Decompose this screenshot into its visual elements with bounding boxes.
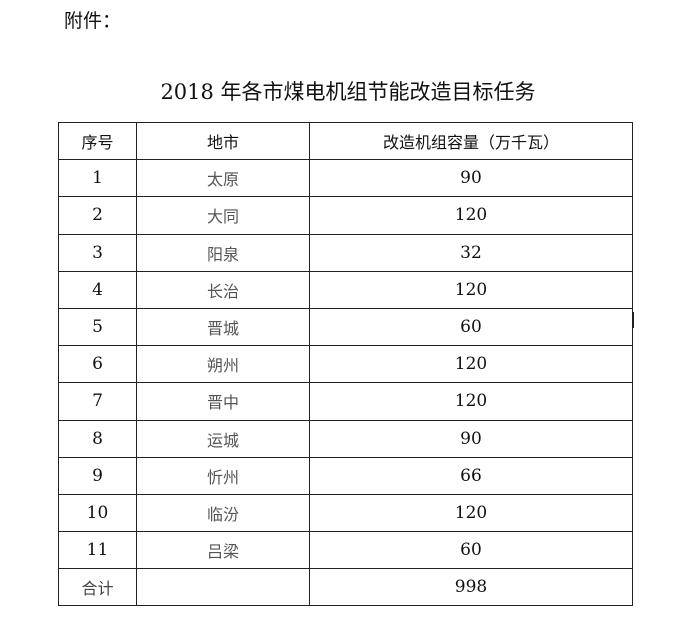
- cell-city: 临汾: [136, 493, 310, 533]
- cell-index: 10: [58, 493, 137, 533]
- table-row: 6 朔州 120: [58, 345, 633, 384]
- cell-index: 2: [58, 196, 137, 235]
- cell-index: 1: [58, 159, 137, 198]
- cell-city: 大同: [136, 196, 310, 235]
- cell-capacity: 60: [309, 307, 633, 347]
- cell-city: 阳泉: [136, 233, 310, 272]
- table-row: 3 阳泉 32: [58, 233, 633, 272]
- cell-index: 11: [58, 531, 137, 570]
- cell-city: 运城: [136, 419, 310, 458]
- cell-index: 6: [58, 345, 137, 384]
- table-row: 8 运城 90: [58, 419, 633, 458]
- cell-city: 晋中: [136, 382, 310, 421]
- header-index: 序号: [58, 121, 137, 161]
- cell-city: 吕梁: [136, 531, 310, 570]
- table-header-row: 序号 地市 改造机组容量（万千瓦）: [58, 121, 633, 161]
- table-row: 2 大同 120: [58, 196, 633, 235]
- cell-capacity: 120: [309, 493, 633, 533]
- table-row: 7 晋中 120: [58, 382, 633, 421]
- table-row: 5 晋城 60: [58, 307, 633, 347]
- cell-capacity: 90: [309, 159, 633, 198]
- cell-capacity: 120: [309, 382, 633, 421]
- cell-city: 太原: [136, 159, 310, 198]
- header-capacity: 改造机组容量（万千瓦）: [309, 121, 633, 161]
- cell-index: 4: [58, 270, 137, 309]
- cell-index: 3: [58, 233, 137, 272]
- total-row: 合计 998: [58, 568, 633, 607]
- header-city: 地市: [136, 121, 310, 161]
- capacity-table: 序号 地市 改造机组容量（万千瓦） 1 太原 90 2 大同 120 3 阳泉 32 4 长治 120…: [58, 121, 633, 607]
- cell-capacity: 90: [309, 419, 633, 458]
- cell-capacity: 60: [309, 531, 633, 570]
- attachment-label: 附件：: [64, 10, 122, 32]
- edge-mark: [632, 312, 634, 328]
- table-row: 10 临汾 120: [58, 493, 633, 533]
- total-empty: [136, 568, 310, 607]
- cell-index: 7: [58, 382, 137, 421]
- cell-city: 朔州: [136, 345, 310, 384]
- cell-index: 5: [58, 307, 137, 347]
- cell-city: 晋城: [136, 307, 310, 347]
- total-label: 合计: [58, 568, 137, 607]
- cell-index: 9: [58, 456, 137, 495]
- cell-capacity: 120: [309, 270, 633, 309]
- total-value: 998: [309, 568, 633, 607]
- table-row: 1 太原 90: [58, 159, 633, 198]
- document-title: 2018 年各市煤电机组节能改造目标任务: [160, 80, 536, 104]
- cell-capacity: 66: [309, 456, 633, 495]
- cell-index: 8: [58, 419, 137, 458]
- cell-capacity: 32: [309, 233, 633, 272]
- table-row: 11 吕梁 60: [58, 531, 633, 570]
- cell-capacity: 120: [309, 345, 633, 384]
- cell-city: 忻州: [136, 456, 310, 495]
- table-row: 4 长治 120: [58, 270, 633, 309]
- table-row: 9 忻州 66: [58, 456, 633, 495]
- cell-city: 长治: [136, 270, 310, 309]
- cell-capacity: 120: [309, 196, 633, 235]
